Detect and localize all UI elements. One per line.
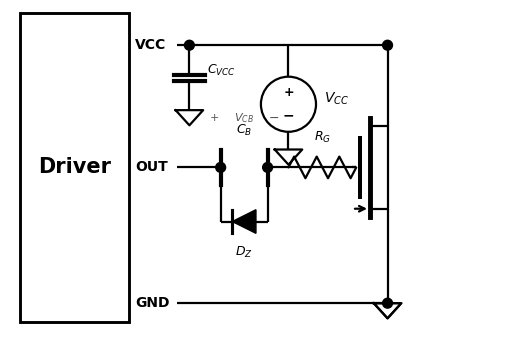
Text: +: + [210,113,219,123]
Text: Driver: Driver [38,157,111,177]
Text: $D_Z$: $D_Z$ [235,245,253,260]
Text: $V_{CB}$: $V_{CB}$ [234,111,254,125]
Circle shape [263,162,272,172]
Text: −: − [268,112,279,125]
Circle shape [216,162,226,172]
Text: $R_G$: $R_G$ [314,130,331,145]
Text: OUT: OUT [135,160,168,175]
Text: GND: GND [135,296,170,310]
Circle shape [383,40,392,50]
Circle shape [184,40,195,50]
Bar [20,13,129,322]
Circle shape [383,298,392,308]
Polygon shape [232,210,256,233]
Text: $C_B$: $C_B$ [236,123,252,138]
Text: $V_{CC}$: $V_{CC}$ [324,90,349,107]
Text: +: + [283,86,294,99]
Text: −: − [282,109,294,123]
Text: $C_{VCC}$: $C_{VCC}$ [207,63,236,78]
Text: VCC: VCC [135,38,166,52]
